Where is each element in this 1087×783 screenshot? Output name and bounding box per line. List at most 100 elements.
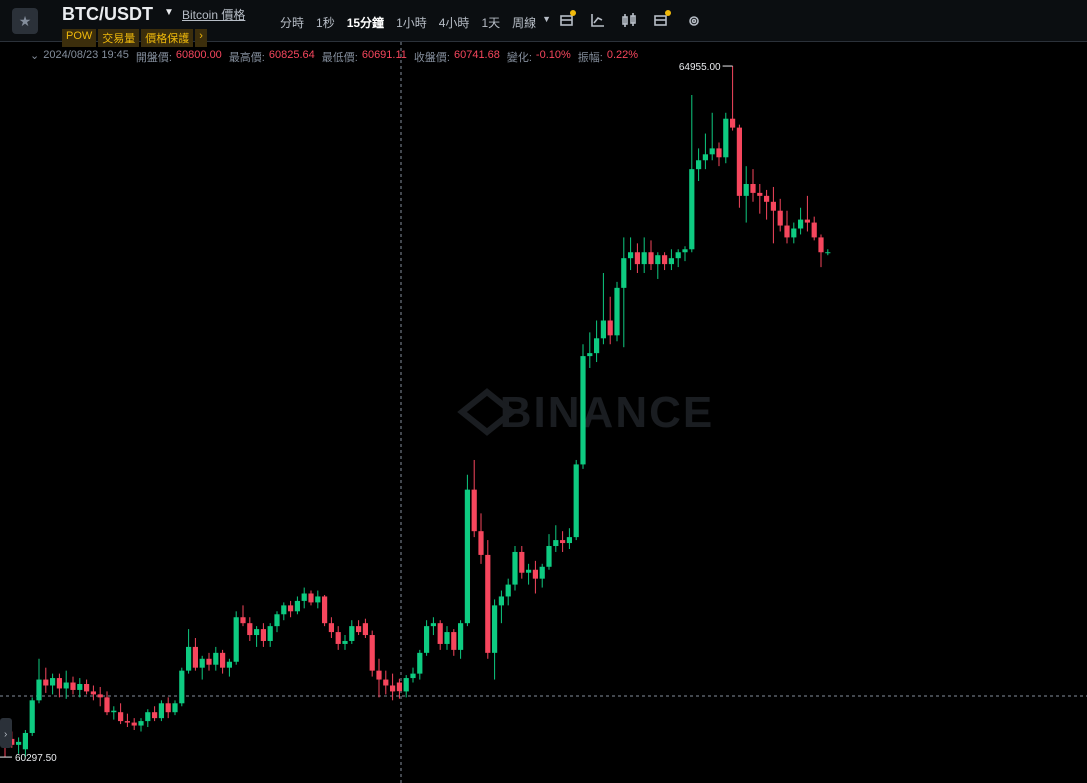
interval[interactable]: 15分鐘 xyxy=(346,16,385,30)
watermark: BINANCE xyxy=(500,388,714,437)
info-value: 60741.68 xyxy=(453,49,500,61)
candle-body xyxy=(600,320,606,339)
tag[interactable]: 價格保護 xyxy=(141,29,194,47)
favorite-button[interactable]: ★ xyxy=(12,8,38,34)
candle-body xyxy=(84,684,90,692)
symbol[interactable]: BTC/USDT xyxy=(62,4,153,24)
interval[interactable]: 1秒 xyxy=(316,16,335,30)
info-label: 變化: xyxy=(506,52,532,64)
tags: POW 交易量 價格保護 › xyxy=(62,29,207,47)
candle-body xyxy=(716,148,722,158)
candle-body xyxy=(532,569,538,579)
candle-body xyxy=(736,127,742,196)
info-value: 60691.11 xyxy=(361,49,407,61)
interval[interactable]: 1天 xyxy=(481,16,501,30)
candle-body xyxy=(172,703,178,713)
candle-body xyxy=(784,225,790,238)
interval[interactable]: 周線 xyxy=(512,16,537,30)
indicator-icon[interactable] xyxy=(560,10,576,26)
candle-body xyxy=(655,255,661,265)
tag[interactable]: POW xyxy=(62,29,97,47)
sidebar-handle[interactable] xyxy=(0,718,12,748)
interval-dropdown[interactable]: ▼ xyxy=(542,14,552,24)
settings-icon[interactable] xyxy=(689,16,699,26)
candle-body xyxy=(294,600,300,612)
candle-body xyxy=(451,632,457,650)
candle-body xyxy=(519,551,525,573)
interval[interactable]: 4小時 xyxy=(438,16,470,30)
candle-body xyxy=(750,183,756,193)
candle-body xyxy=(118,712,124,722)
candle-body xyxy=(804,219,810,223)
candle-body xyxy=(356,626,362,633)
tag[interactable]: 交易量 xyxy=(98,29,140,47)
candle-body xyxy=(702,154,708,161)
candle-body xyxy=(16,741,22,745)
candle-body xyxy=(478,531,484,555)
sidebar-handle-arrow: › xyxy=(4,729,7,740)
candle-body xyxy=(417,652,423,674)
candle-body xyxy=(322,596,328,624)
header: ★ BTC/USDT ▼ Bitcoin 價格 POW 交易量 價格保護 › 分時 1秒… xyxy=(0,0,1087,47)
symbol-dropdown[interactable]: ▼ xyxy=(164,7,174,18)
candle-body xyxy=(315,596,321,603)
candle-body xyxy=(696,160,702,170)
candle-body xyxy=(621,258,627,288)
info-label: 最低價: xyxy=(321,52,358,64)
candle-body xyxy=(607,320,613,336)
candle-body xyxy=(70,682,76,690)
candle-body xyxy=(63,682,69,689)
candle-body xyxy=(580,356,586,465)
candle-body xyxy=(757,192,763,196)
candle-body xyxy=(50,678,56,686)
candle-body xyxy=(791,228,797,238)
info-value: 60800.00 xyxy=(175,49,222,61)
candle-body xyxy=(634,252,640,265)
candle-body xyxy=(29,700,35,733)
candle-body xyxy=(675,252,681,259)
candle-body xyxy=(131,722,137,726)
asset-link[interactable]: Bitcoin 價格 xyxy=(182,8,246,22)
candle-body xyxy=(267,626,273,641)
candle-body xyxy=(403,678,409,692)
info-label: 最高價: xyxy=(228,52,265,64)
candle-body xyxy=(104,697,110,713)
candle-body xyxy=(362,623,368,636)
candle-body xyxy=(179,670,185,704)
candle-body xyxy=(342,640,348,644)
candle-body xyxy=(152,712,158,719)
chart: BINANCE 64955.00 60297.50 › xyxy=(0,42,1087,783)
candle-body xyxy=(22,732,28,750)
candle-body xyxy=(464,489,470,624)
time: 2024/08/23 19:45 xyxy=(43,49,129,61)
candle-body xyxy=(430,623,436,627)
interval[interactable]: 分時 xyxy=(280,16,305,30)
chart-type-icon[interactable] xyxy=(622,13,636,27)
info-value: 60825.64 xyxy=(268,49,315,61)
candle-body xyxy=(614,287,620,336)
candle-body xyxy=(492,605,498,653)
candle-body xyxy=(594,338,600,354)
info-label: 開盤價: xyxy=(135,52,172,64)
info-label: 收盤價: xyxy=(413,52,450,64)
collapse[interactable]: ⌄ xyxy=(30,50,40,62)
candle-body xyxy=(526,569,532,573)
interval[interactable]: 1小時 xyxy=(396,16,427,30)
candle-body xyxy=(689,169,695,250)
candle-body xyxy=(260,629,266,641)
candle-body xyxy=(165,703,171,713)
candle-body xyxy=(471,489,477,532)
candle-body xyxy=(390,685,396,692)
candle-body xyxy=(825,252,831,254)
candle-body xyxy=(444,632,450,644)
layout-icon[interactable] xyxy=(654,10,671,26)
price-mark-label: 64955.00 xyxy=(679,62,721,73)
candle-body xyxy=(709,148,715,155)
tag-arrow[interactable]: › xyxy=(195,29,207,47)
candle-body xyxy=(376,670,382,680)
draw-icon[interactable] xyxy=(591,14,604,27)
candle-body xyxy=(308,593,314,603)
candle-body xyxy=(90,691,96,695)
candle-body xyxy=(77,684,83,690)
